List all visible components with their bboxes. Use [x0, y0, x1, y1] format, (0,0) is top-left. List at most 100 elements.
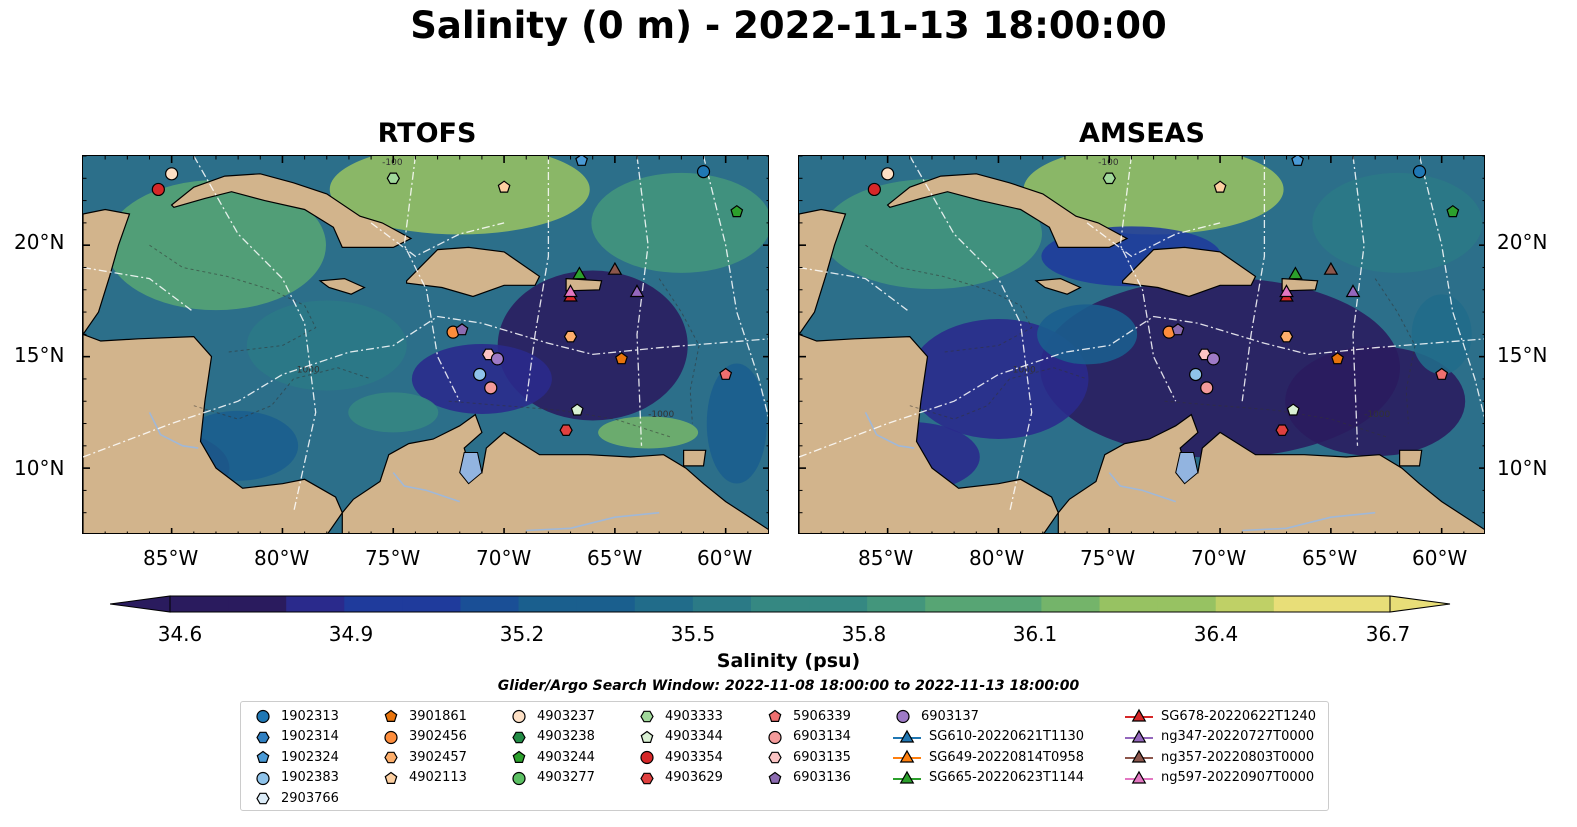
- legend-item: 1902324: [253, 747, 339, 768]
- colorbar-swatch: [1041, 596, 1101, 612]
- hexagon-marker: [640, 710, 654, 723]
- contour-label: -1000: [1010, 365, 1036, 375]
- argo-float-marker-icon: [256, 731, 270, 744]
- pentagon-marker: [768, 771, 782, 784]
- legend-column: 5906339 6903134 6903135 6903136: [765, 706, 851, 788]
- circle-marker: [256, 771, 270, 785]
- hexagon-marker: [256, 731, 270, 744]
- argo-float-marker-icon: [384, 730, 398, 744]
- legend-item: 4903277: [509, 768, 595, 789]
- river-line: [148, 412, 199, 449]
- legend-item: 5906339: [765, 706, 851, 727]
- colorbar-swatch: [634, 596, 694, 612]
- lat-label-15n-left: 15°N: [14, 343, 65, 367]
- observation-pentagon-marker: [719, 367, 733, 380]
- observation-hexagon-marker: [563, 330, 578, 343]
- salinity-patch: [1411, 294, 1472, 375]
- colorbar-swatch: [1215, 596, 1275, 612]
- observation-pentagon-marker: [455, 323, 469, 336]
- lon-label-85w-right: 85°W: [858, 546, 914, 570]
- pentagon-marker: [384, 771, 398, 784]
- triangle-marker: [899, 729, 915, 743]
- glider-track-marker-icon: [1125, 708, 1153, 722]
- observation-triangle-marker: [1345, 284, 1361, 298]
- legend-label: 4903277: [537, 770, 595, 786]
- pentagon-marker: [256, 751, 270, 764]
- hexagon-marker: [640, 772, 654, 785]
- circle-marker: [384, 730, 398, 744]
- colorbar-tick: 35.8: [841, 622, 887, 646]
- eez-boundary: [525, 156, 550, 402]
- observation-pentagon-marker: [1291, 156, 1305, 166]
- argo-float-marker-icon: [768, 730, 782, 744]
- legend-item: 1902383: [253, 768, 339, 789]
- legend-item: 4903629: [637, 768, 723, 789]
- hexagon-marker: [256, 792, 270, 805]
- salinity-patch: [348, 392, 439, 433]
- legend-item: 3902457: [381, 747, 467, 768]
- glider-track-marker-icon: [1125, 749, 1153, 763]
- argo-float-marker-icon: [768, 771, 782, 784]
- legend-item: 4903238: [509, 727, 595, 748]
- legend-label: ng597-20220907T0000: [1161, 770, 1315, 786]
- triangle-marker: [1131, 708, 1147, 722]
- eez-boundary: [370, 222, 505, 258]
- legend-label: 4903344: [665, 729, 723, 745]
- legend-item: 4903237: [509, 706, 595, 727]
- legend-label: SG610-20220621T1130: [929, 729, 1085, 745]
- eez-boundary: [1352, 156, 1365, 446]
- observation-triangle-marker: [1288, 266, 1303, 280]
- legend-item: 4903344: [637, 727, 723, 748]
- observation-triangle-marker: [572, 266, 587, 280]
- legend-label: SG649-20220814T0958: [929, 749, 1085, 765]
- argo-float-marker-icon: [384, 751, 398, 764]
- observation-pentagon-marker: [1331, 352, 1344, 365]
- legend-label: 3902457: [409, 749, 467, 765]
- triangle-marker: [899, 770, 915, 784]
- salinity-patch: [1037, 304, 1138, 365]
- legend-item: SG610-20220621T1130: [893, 727, 1084, 748]
- cuba-island: [170, 173, 413, 248]
- glider-track-marker-icon: [893, 749, 921, 763]
- observation-circle-marker: [867, 182, 881, 197]
- lon-label-85w-left: 85°W: [143, 546, 199, 570]
- eez-boundary: [799, 315, 1484, 458]
- legend-column: 4903237 4903238 4903244 4903277: [509, 706, 595, 788]
- eez-boundary: [193, 156, 317, 513]
- legend-item: 4903354: [637, 747, 723, 768]
- argo-float-marker-icon: [640, 710, 654, 723]
- cuba-island: [886, 173, 1129, 248]
- legend-item: 2903766: [253, 788, 339, 809]
- puerto-rico-island: [565, 277, 603, 292]
- legend-label: 1902383: [281, 770, 339, 786]
- trinidad-island: [1399, 449, 1423, 467]
- jamaica-island: [318, 277, 366, 295]
- legend-label: ng357-20220803T0000: [1161, 749, 1315, 765]
- eez-boundary: [636, 156, 649, 446]
- legend-label: 4902113: [409, 770, 467, 786]
- bathymetry-contour: [193, 367, 372, 420]
- eez-boundary: [1086, 222, 1221, 258]
- colorbar-swatch: [228, 596, 287, 612]
- legend-item: SG678-20220622T1240: [1125, 706, 1316, 727]
- observation-pentagon-marker: [1171, 323, 1185, 336]
- salinity-patch: [1023, 156, 1284, 235]
- circle-marker: [896, 710, 910, 724]
- lon-label-80w-left: 80°W: [254, 546, 310, 570]
- salinity-patch: [105, 180, 326, 311]
- pentagon-marker: [384, 710, 398, 723]
- salinity-patch: [821, 179, 1042, 290]
- glider-track-marker-icon: [893, 770, 921, 784]
- colorbar-label: Salinity (psu): [716, 650, 861, 672]
- colorbar-swatch: [1157, 596, 1217, 612]
- legend-label: 1902314: [281, 729, 339, 745]
- observation-pentagon-marker: [1435, 367, 1449, 380]
- argo-float-marker-icon: [896, 710, 910, 724]
- lat-label-10n-left: 10°N: [14, 456, 65, 480]
- lon-label-60w-right: 60°W: [1412, 546, 1468, 570]
- figure-title: Salinity (0 m) - 2022-11-13 18:00:00: [410, 4, 1167, 47]
- observation-circle-marker: [881, 167, 895, 181]
- search-window-text: Glider/Argo Search Window: 2022-11-08 18…: [497, 678, 1080, 694]
- observation-hexagon-marker: [559, 424, 573, 436]
- legend-label: 6903137: [921, 708, 979, 724]
